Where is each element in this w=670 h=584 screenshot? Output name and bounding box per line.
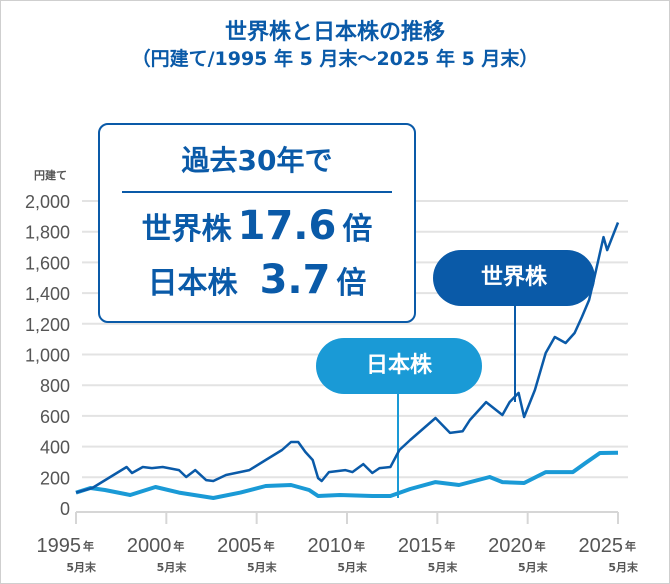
y-tick-label: 2,000: [25, 192, 70, 212]
x-tick-sublabel: 5月末: [608, 560, 639, 574]
series-label-japan: 日本株: [316, 338, 482, 394]
x-tick-label: 2005: [217, 535, 262, 557]
x-tick-sublabel: 5月末: [518, 560, 549, 574]
x-tick-sublabel: 5月末: [157, 560, 188, 574]
callout-value: 3.7: [259, 257, 331, 303]
chart-title: 世界株と日本株の推移: [224, 20, 445, 45]
callout-heading: 過去30年で: [181, 144, 333, 177]
callout-divider: [122, 191, 392, 193]
callout-unit: 倍: [336, 266, 367, 301]
x-tick-label: 2015: [398, 535, 443, 557]
x-tick-label: 2025: [579, 535, 624, 557]
x-tick-sublabel: 5月末: [247, 560, 278, 574]
x-tick-suffix: 年: [354, 539, 365, 553]
x-tick-label: 2000: [127, 535, 172, 557]
x-tick-label: 1995: [37, 535, 82, 557]
y-tick-label: 0: [60, 499, 70, 519]
y-tick-label: 1,200: [25, 315, 70, 335]
series-label-world: 世界株: [433, 250, 595, 306]
x-tick-suffix: 年: [264, 539, 275, 553]
callout-row-japan: 日本株 3.7 倍: [100, 257, 414, 303]
y-tick-label: 400: [40, 438, 70, 458]
y-tick-label: 200: [40, 468, 70, 488]
x-tick-label: 2010: [308, 535, 353, 557]
callout-unit: 倍: [342, 212, 373, 247]
y-tick-label: 1,600: [25, 253, 70, 273]
x-tick-sublabel: 5月末: [66, 560, 97, 574]
x-tick-suffix: 年: [625, 539, 636, 553]
japan-series-line: [75, 450, 619, 500]
world-series-line: [75, 222, 620, 494]
y-tick-label: 600: [40, 407, 70, 427]
callout-row-world: 世界株 17.6 倍: [100, 203, 414, 249]
callout-label: 日本株: [147, 266, 238, 301]
x-tick-sublabel: 5月末: [428, 560, 459, 574]
x-tick-label: 2020: [488, 535, 533, 557]
y-tick-label: 1,800: [25, 223, 70, 243]
chart-subtitle: （円建て/1995 年 5 月末～2025 年 5 月末）: [131, 48, 539, 70]
callout-label: 世界株: [141, 212, 232, 247]
x-tick-suffix: 年: [444, 539, 455, 553]
x-tick-suffix: 年: [83, 539, 94, 553]
x-tick-sublabel: 5月末: [337, 560, 368, 574]
x-tick-suffix: 年: [535, 539, 546, 553]
y-tick-label: 800: [40, 376, 70, 396]
y-tick-label: 1,400: [25, 284, 70, 304]
y-axis-label: 円建て: [34, 169, 67, 182]
summary-callout: 過去30年で 世界株 17.6 倍 日本株 3.7 倍: [98, 123, 416, 323]
callout-value: 17.6: [237, 203, 337, 249]
y-tick-label: 1,000: [25, 346, 70, 366]
x-tick-suffix: 年: [173, 539, 184, 553]
